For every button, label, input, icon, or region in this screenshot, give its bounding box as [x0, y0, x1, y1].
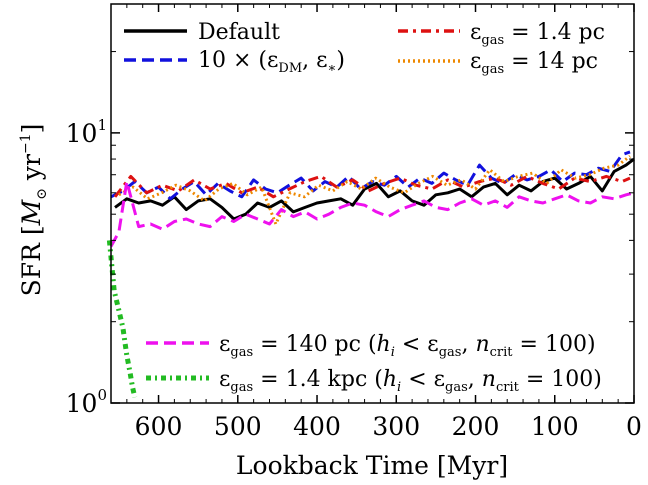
- series-line-2: [113, 174, 631, 199]
- legend-top-right: εgas = 1.4 pc εgas = 14 pc: [398, 20, 605, 77]
- series-line-5: [106, 240, 138, 398]
- series-line-3: [118, 155, 631, 226]
- x-tick-label-3: 300: [372, 412, 420, 441]
- y-tick-label-0: 100: [66, 386, 107, 418]
- x-tick-label-4: 200: [452, 412, 500, 441]
- legend-label-eps14pc: εgas = 1.4 pc: [470, 20, 605, 48]
- y-tick-label-1: 101: [66, 116, 107, 148]
- x-tick-label-2: 400: [293, 412, 341, 441]
- legend-label-eps140pc: εgas = 140 pc (hi < εgas, ncrit = 100): [219, 332, 596, 360]
- x-tick-label-6: 0: [626, 412, 642, 441]
- ticks-layer: 600 500 400 300 200 100 0 100 101: [66, 4, 642, 441]
- legend-label-eps14pcx10: εgas = 14 pc: [470, 49, 598, 77]
- legend-bottom-right: εgas = 140 pc (hi < εgas, ncrit = 100) ε…: [146, 332, 602, 395]
- x-tick-label-1: 500: [214, 412, 262, 441]
- legend-label-eps14kpc: εgas = 1.4 kpc (hi < εgas, ncrit = 100): [219, 367, 602, 395]
- series-line-4: [109, 180, 635, 248]
- x-axis-label: Lookback Time [Myr]: [236, 451, 508, 480]
- plot-frame: [110, 3, 635, 404]
- legend-top-left: Default 10 × (εDM, ε∗): [124, 20, 345, 76]
- x-tick-label-5: 100: [531, 412, 579, 441]
- series-layer: [106, 150, 635, 398]
- legend-label-10x: 10 × (εDM, ε∗): [198, 48, 345, 76]
- x-tick-label-0: 600: [135, 412, 183, 441]
- legend-label-default: Default: [198, 20, 280, 45]
- y-axis-label: SFR [M⊙ yr−1]: [17, 124, 50, 297]
